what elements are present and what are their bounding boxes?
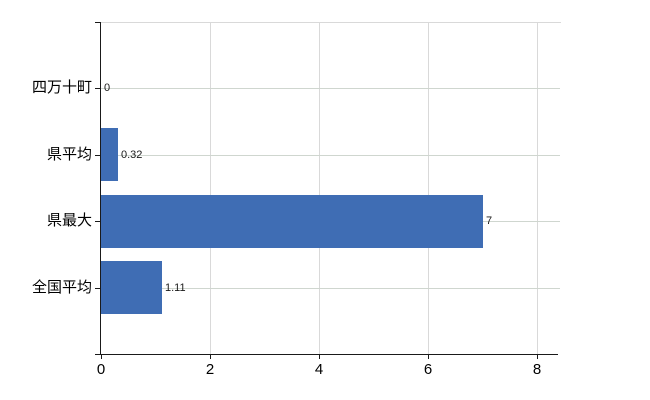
category-label: 県最大 bbox=[46, 212, 92, 229]
x-tick-label: 8 bbox=[532, 361, 542, 378]
y-axis-tick bbox=[95, 288, 101, 289]
category-label: 四万十町 bbox=[31, 79, 92, 96]
category-label: 県平均 bbox=[46, 146, 92, 163]
plot-area: 0 0.32 7 1.11 bbox=[101, 22, 561, 354]
gridline-vertical bbox=[319, 22, 320, 354]
bar bbox=[101, 128, 118, 181]
x-axis-tick bbox=[428, 354, 429, 359]
bar bbox=[101, 195, 483, 248]
y-axis-tick bbox=[95, 22, 101, 23]
x-axis-tick bbox=[537, 354, 538, 359]
category-label: 全国平均 bbox=[31, 279, 92, 296]
bar-value-label: 1.11 bbox=[165, 282, 186, 294]
y-axis-tick bbox=[95, 88, 101, 89]
x-tick-label: 6 bbox=[423, 361, 433, 378]
x-axis-tick bbox=[319, 354, 320, 359]
bar bbox=[101, 261, 162, 314]
gridline-vertical bbox=[210, 22, 211, 354]
y-axis-tick bbox=[95, 221, 101, 222]
gridline-horizontal bbox=[101, 88, 560, 89]
x-tick-label: 4 bbox=[314, 361, 324, 378]
y-axis bbox=[100, 22, 101, 355]
x-tick-label: 2 bbox=[205, 361, 215, 378]
y-axis-tick bbox=[95, 155, 101, 156]
plot-top-border bbox=[101, 22, 561, 23]
bar-value-label: 7 bbox=[486, 215, 493, 227]
bar-value-label: 0.32 bbox=[121, 149, 143, 161]
gridline-vertical bbox=[428, 22, 429, 354]
x-axis bbox=[95, 354, 558, 355]
gridline-horizontal bbox=[101, 155, 560, 156]
x-axis-tick bbox=[210, 354, 211, 359]
gridline-horizontal bbox=[101, 288, 560, 289]
bar-value-label: 0 bbox=[104, 82, 111, 94]
x-axis-tick bbox=[101, 354, 102, 359]
x-tick-label: 0 bbox=[96, 361, 106, 378]
gridline-vertical bbox=[537, 22, 538, 354]
